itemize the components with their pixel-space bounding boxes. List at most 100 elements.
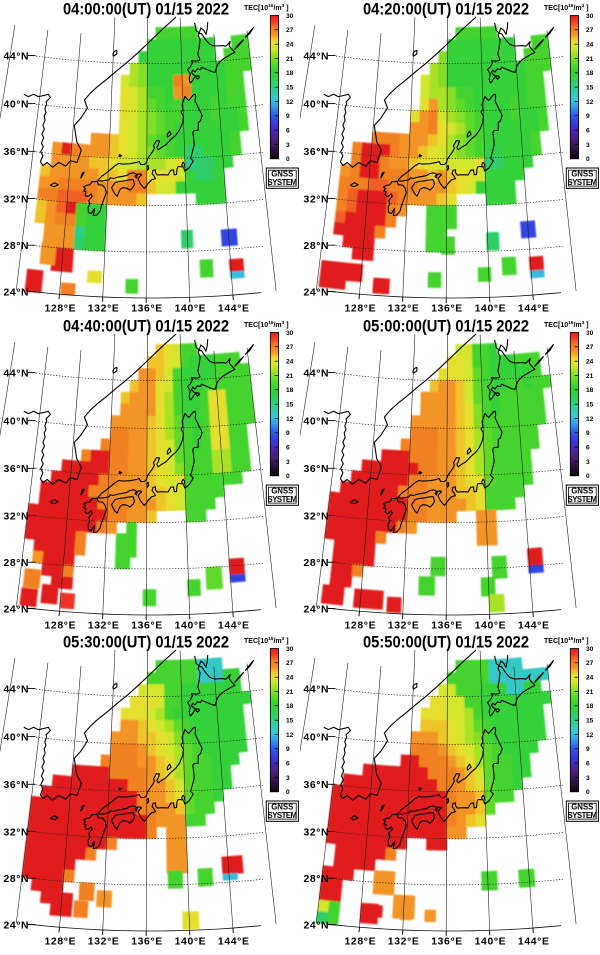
svg-text:24: 24 — [286, 358, 294, 365]
svg-text:30: 30 — [286, 329, 294, 336]
svg-text:44°N: 44°N — [4, 685, 29, 696]
svg-text:44°N: 44°N — [304, 685, 329, 696]
svg-text:136°E: 136°E — [131, 620, 162, 631]
svg-text:32°N: 32°N — [304, 828, 329, 839]
svg-text:04:00:00(UT) 01/15 2022: 04:00:00(UT) 01/15 2022 — [63, 1, 229, 19]
svg-text:24: 24 — [586, 358, 594, 365]
svg-text:36°N: 36°N — [304, 147, 329, 158]
svg-text:136°E: 136°E — [131, 304, 162, 315]
svg-text:28°N: 28°N — [304, 241, 329, 252]
svg-text:28°N: 28°N — [4, 558, 29, 569]
svg-text:0: 0 — [286, 789, 290, 796]
svg-text:18: 18 — [286, 387, 294, 394]
svg-text:44°N: 44°N — [4, 368, 29, 379]
svg-text:9: 9 — [286, 430, 290, 437]
svg-text:40°N: 40°N — [4, 416, 29, 427]
svg-text:0: 0 — [586, 789, 590, 796]
svg-text:12: 12 — [586, 732, 594, 739]
svg-text:21: 21 — [286, 56, 294, 63]
svg-text:3: 3 — [286, 775, 290, 782]
svg-text:128°E: 128°E — [345, 304, 376, 315]
svg-text:TEC[1016/m3 ]: TEC[1016/m3 ] — [244, 636, 289, 645]
svg-text:6: 6 — [286, 127, 290, 134]
svg-text:144°E: 144°E — [218, 620, 249, 631]
svg-text:21: 21 — [586, 372, 594, 379]
svg-text:140°E: 140°E — [175, 304, 206, 315]
svg-text:24: 24 — [586, 675, 594, 682]
svg-text:18: 18 — [586, 387, 594, 394]
svg-text:24: 24 — [286, 675, 294, 682]
svg-text:24°N: 24°N — [304, 921, 329, 932]
svg-text:6: 6 — [586, 444, 590, 451]
svg-text:24: 24 — [586, 42, 594, 49]
svg-text:44°N: 44°N — [4, 51, 29, 62]
svg-text:3: 3 — [286, 458, 290, 465]
svg-text:15: 15 — [586, 401, 594, 408]
svg-text:6: 6 — [286, 444, 290, 451]
svg-text:132°E: 132°E — [88, 620, 119, 631]
svg-text:144°E: 144°E — [518, 937, 549, 948]
svg-text:0: 0 — [586, 473, 590, 480]
svg-text:36°N: 36°N — [4, 147, 29, 158]
svg-text:140°E: 140°E — [475, 620, 506, 631]
svg-text:18: 18 — [286, 70, 294, 77]
svg-text:15: 15 — [586, 85, 594, 92]
svg-text:144°E: 144°E — [518, 304, 549, 315]
svg-text:24°N: 24°N — [304, 604, 329, 615]
svg-text:136°E: 136°E — [431, 937, 462, 948]
svg-text:9: 9 — [586, 113, 590, 120]
svg-text:18: 18 — [286, 703, 294, 710]
svg-text:32°N: 32°N — [4, 511, 29, 522]
svg-text:24°N: 24°N — [4, 287, 29, 298]
svg-text:21: 21 — [586, 56, 594, 63]
svg-text:21: 21 — [286, 372, 294, 379]
svg-text:27: 27 — [586, 27, 594, 34]
svg-text:32°N: 32°N — [4, 194, 29, 205]
svg-text:21: 21 — [286, 689, 294, 696]
svg-text:3: 3 — [586, 458, 590, 465]
svg-text:9: 9 — [286, 113, 290, 120]
svg-text:12: 12 — [586, 99, 594, 106]
svg-text:9: 9 — [586, 746, 590, 753]
svg-text:128°E: 128°E — [45, 937, 76, 948]
svg-text:SYSTEM: SYSTEM — [268, 495, 298, 504]
svg-text:3: 3 — [286, 142, 290, 149]
svg-text:40°N: 40°N — [4, 99, 29, 110]
svg-text:36°N: 36°N — [4, 464, 29, 475]
svg-text:0: 0 — [286, 156, 290, 163]
svg-text:9: 9 — [586, 430, 590, 437]
svg-text:28°N: 28°N — [4, 874, 29, 885]
svg-text:15: 15 — [586, 718, 594, 725]
svg-text:30: 30 — [586, 646, 594, 653]
svg-text:TEC[1016/m3 ]: TEC[1016/m3 ] — [544, 636, 589, 645]
svg-text:132°E: 132°E — [88, 304, 119, 315]
svg-text:24°N: 24°N — [4, 604, 29, 615]
svg-text:40°N: 40°N — [304, 416, 329, 427]
svg-text:04:40:00(UT) 01/15 2022: 04:40:00(UT) 01/15 2022 — [63, 317, 229, 335]
svg-text:140°E: 140°E — [175, 937, 206, 948]
svg-text:27: 27 — [286, 344, 294, 351]
svg-text:6: 6 — [586, 761, 590, 768]
svg-text:05:30:00(UT) 01/15 2022: 05:30:00(UT) 01/15 2022 — [63, 634, 229, 652]
svg-text:140°E: 140°E — [175, 620, 206, 631]
svg-text:128°E: 128°E — [345, 937, 376, 948]
svg-text:18: 18 — [586, 70, 594, 77]
svg-text:30: 30 — [586, 13, 594, 20]
svg-text:SYSTEM: SYSTEM — [268, 811, 298, 820]
svg-text:36°N: 36°N — [4, 780, 29, 791]
svg-text:TEC[1016/m3 ]: TEC[1016/m3 ] — [544, 3, 589, 12]
svg-text:18: 18 — [586, 703, 594, 710]
svg-text:28°N: 28°N — [4, 241, 29, 252]
svg-text:12: 12 — [286, 99, 294, 106]
svg-text:24°N: 24°N — [304, 287, 329, 298]
svg-text:32°N: 32°N — [304, 511, 329, 522]
svg-text:12: 12 — [286, 415, 294, 422]
svg-text:140°E: 140°E — [475, 937, 506, 948]
svg-text:32°N: 32°N — [304, 194, 329, 205]
svg-text:0: 0 — [586, 156, 590, 163]
svg-text:05:00:00(UT) 01/15 2022: 05:00:00(UT) 01/15 2022 — [363, 317, 529, 335]
svg-text:27: 27 — [286, 660, 294, 667]
svg-text:132°E: 132°E — [388, 304, 419, 315]
svg-text:30: 30 — [286, 646, 294, 653]
svg-text:132°E: 132°E — [388, 620, 419, 631]
